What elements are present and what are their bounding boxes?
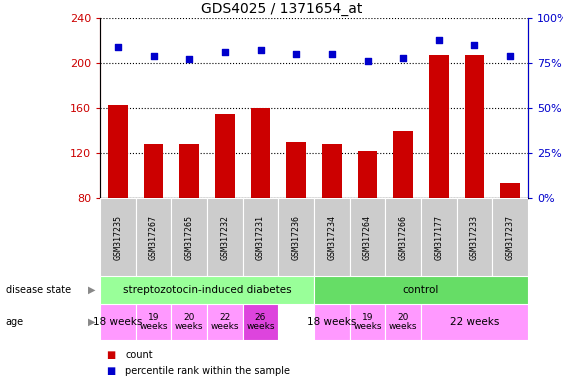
Bar [394, 131, 413, 198]
Text: control: control [403, 285, 439, 295]
Text: GSM317267: GSM317267 [149, 215, 158, 260]
Bar [457, 198, 492, 276]
Text: 18 weeks: 18 weeks [93, 317, 142, 327]
Text: disease state: disease state [6, 285, 71, 295]
Text: GSM317266: GSM317266 [399, 215, 408, 260]
Bar [350, 304, 385, 340]
Point [470, 42, 479, 48]
Text: 19
weeks: 19 weeks [139, 313, 168, 331]
Bar [171, 304, 207, 340]
Text: GSM317233: GSM317233 [470, 215, 479, 260]
Point [434, 36, 443, 43]
Bar [429, 55, 449, 198]
Text: 19
weeks: 19 weeks [353, 313, 382, 331]
Point [113, 44, 122, 50]
Point [363, 58, 372, 64]
Text: ▶: ▶ [88, 317, 95, 327]
Text: percentile rank within the sample: percentile rank within the sample [126, 366, 291, 376]
Bar [385, 304, 421, 340]
Text: ▶: ▶ [88, 285, 95, 295]
Bar [501, 184, 520, 198]
Text: GSM317232: GSM317232 [220, 215, 229, 260]
Point [292, 51, 301, 57]
Bar [243, 304, 278, 340]
Text: GSM317265: GSM317265 [185, 215, 194, 260]
Bar [243, 198, 278, 276]
Bar [421, 304, 528, 340]
Text: streptozotocin-induced diabetes: streptozotocin-induced diabetes [123, 285, 291, 295]
Bar [287, 142, 306, 198]
Bar [314, 198, 350, 276]
Text: GSM317177: GSM317177 [434, 215, 443, 260]
Bar [421, 198, 457, 276]
Bar [144, 144, 163, 198]
Point [149, 53, 158, 59]
Text: 18 weeks: 18 weeks [307, 317, 356, 327]
Text: count: count [126, 350, 153, 361]
Bar [314, 276, 528, 304]
Bar [350, 198, 385, 276]
Text: ■: ■ [106, 366, 115, 376]
Text: 20
weeks: 20 weeks [389, 313, 417, 331]
Text: GSM317237: GSM317237 [506, 215, 515, 260]
Bar [207, 304, 243, 340]
Point [399, 55, 408, 61]
Point [506, 53, 515, 59]
Bar [251, 108, 270, 198]
Bar [358, 151, 377, 198]
Point [185, 56, 194, 63]
Bar [136, 304, 171, 340]
Bar [100, 276, 314, 304]
Text: GSM317236: GSM317236 [292, 215, 301, 260]
Text: GSM317231: GSM317231 [256, 215, 265, 260]
Text: age: age [6, 317, 24, 327]
Text: GSM317264: GSM317264 [363, 215, 372, 260]
Bar [492, 198, 528, 276]
Bar [180, 144, 199, 198]
Bar [278, 198, 314, 276]
Text: 26
weeks: 26 weeks [246, 313, 275, 331]
Text: 20
weeks: 20 weeks [175, 313, 203, 331]
Bar [100, 198, 136, 276]
Bar [100, 304, 136, 340]
Point [256, 47, 265, 53]
Bar [314, 304, 350, 340]
Bar [215, 114, 235, 198]
Bar [171, 198, 207, 276]
Bar [108, 104, 128, 198]
Bar [322, 144, 342, 198]
Text: ■: ■ [106, 350, 115, 361]
Point [327, 51, 336, 57]
Text: GDS4025 / 1371654_at: GDS4025 / 1371654_at [201, 2, 362, 16]
Text: GSM317234: GSM317234 [327, 215, 336, 260]
Point [220, 49, 229, 55]
Text: 22
weeks: 22 weeks [211, 313, 239, 331]
Bar [207, 198, 243, 276]
Bar [464, 55, 484, 198]
Bar [136, 198, 171, 276]
Text: GSM317235: GSM317235 [113, 215, 122, 260]
Bar [385, 198, 421, 276]
Text: 22 weeks: 22 weeks [450, 317, 499, 327]
